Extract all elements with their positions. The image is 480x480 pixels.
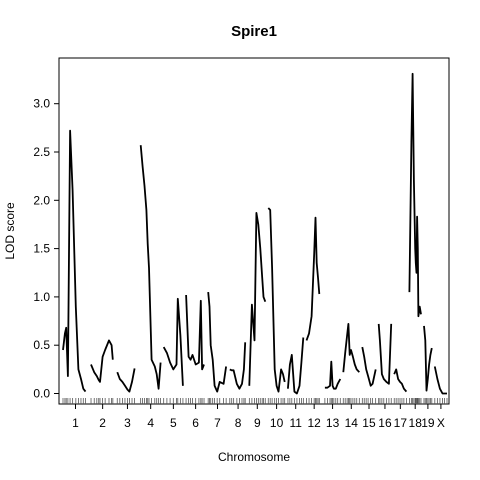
- lod-line-chr-13: [324, 360, 342, 390]
- x-tick-label: 4: [147, 416, 154, 430]
- x-tick-label: 16: [378, 416, 392, 430]
- x-tick-label: 6: [192, 416, 199, 430]
- lod-line-chr-10: [267, 207, 286, 393]
- lod-line-chr-X: [433, 366, 447, 395]
- x-tick-label: 2: [99, 416, 106, 430]
- x-tick-label: 14: [345, 416, 359, 430]
- lod-line-chr-6: [185, 294, 205, 371]
- lod-line-chr-4: [139, 145, 162, 390]
- lod-line-chr-7: [207, 292, 227, 393]
- y-tick-label: 1.0: [33, 290, 50, 304]
- x-tick-label: 18: [409, 416, 423, 430]
- y-tick-label: 2.5: [33, 145, 50, 159]
- x-tick-label: 17: [394, 416, 408, 430]
- x-tick-label: 5: [170, 416, 177, 430]
- x-tick-label: 11: [289, 416, 302, 430]
- lod-line-chr-14: [342, 322, 360, 373]
- x-axis-label: Chromosome: [218, 450, 290, 464]
- x-tick-label: 13: [326, 416, 340, 430]
- lod-line-chr-18: [408, 72, 422, 318]
- x-tick-label: 1: [72, 416, 79, 430]
- y-tick-label: 2.0: [33, 193, 50, 207]
- x-tick-label: 3: [124, 416, 131, 430]
- x-tick-label: 7: [214, 416, 221, 430]
- x-tick-label: 10: [270, 416, 284, 430]
- y-tick-label: 1.5: [33, 242, 50, 256]
- x-tick-label: 9: [254, 416, 261, 430]
- lod-line-chr-16: [377, 323, 393, 385]
- lod-line-chr-9: [248, 211, 267, 386]
- y-tick-label: 0.0: [33, 387, 50, 401]
- y-axis-label: LOD score: [3, 202, 17, 260]
- lod-line-chr-15: [361, 346, 377, 387]
- lod-line-chr-12: [305, 216, 321, 341]
- y-axis: 0.0 0.5 1.0 1.5 2.0 2.5 3.0: [33, 97, 60, 401]
- lod-line-chr-1: [62, 129, 87, 393]
- y-tick-label: 3.0: [33, 97, 50, 111]
- lod-line-chr-5: [162, 297, 184, 386]
- lod-line-chr-11: [287, 337, 305, 395]
- chart-title: Spire1: [231, 23, 277, 40]
- lod-series: [62, 72, 447, 395]
- x-axis: 1 2 3 4 5 6 7 8 9 10 11 12 13 14 15 16 17 18 19 X: [72, 404, 445, 430]
- lod-line-chr-17: [393, 368, 408, 393]
- marker-rug: [62, 398, 448, 404]
- lod-line-chr-8: [229, 342, 247, 390]
- lod-line-chr-19: [423, 325, 433, 392]
- x-tick-label: 12: [307, 416, 321, 430]
- x-tick-label: 15: [362, 416, 376, 430]
- x-tick-label: 19: [421, 416, 435, 430]
- lod-line-chr-2: [90, 339, 114, 383]
- lod-line-chr-3: [116, 368, 136, 393]
- x-tick-label: 8: [235, 416, 242, 430]
- y-tick-label: 0.5: [33, 338, 50, 352]
- x-tick-label: X: [437, 416, 445, 430]
